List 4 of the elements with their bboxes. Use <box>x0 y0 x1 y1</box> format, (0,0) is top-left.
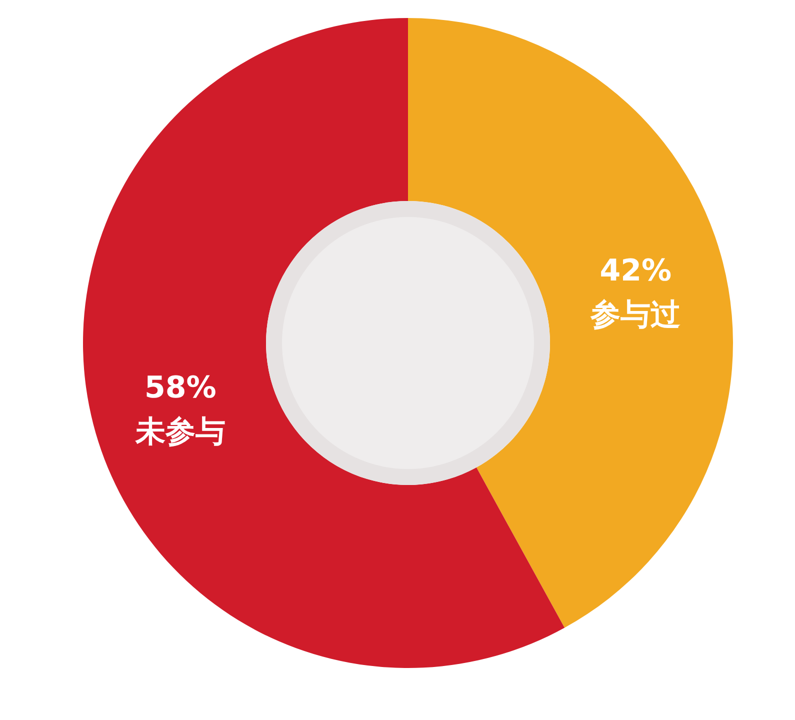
slice-label: 参与过 <box>590 298 681 333</box>
slice-label: 未参与 <box>134 414 226 450</box>
data-label: 42% <box>600 254 672 289</box>
data-label: 58% <box>144 370 216 406</box>
